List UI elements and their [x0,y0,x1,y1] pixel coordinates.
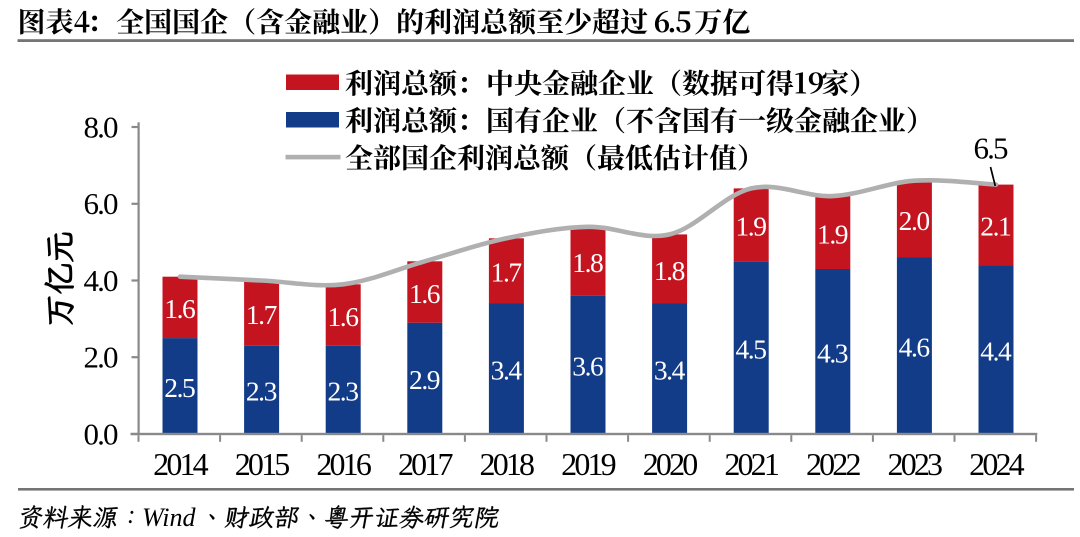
svg-text:2.0: 2.0 [899,205,931,236]
svg-text:2014: 2014 [153,446,209,482]
svg-text:3.4: 3.4 [654,355,686,386]
svg-text:1.7: 1.7 [246,299,278,330]
svg-text:2.0: 2.0 [84,340,119,375]
svg-text:2021: 2021 [724,446,780,482]
svg-text:2023: 2023 [888,446,944,482]
svg-text:2020: 2020 [643,446,699,482]
svg-text:4.5: 4.5 [735,334,767,365]
svg-text:6.5: 6.5 [974,131,1009,166]
svg-text:1.9: 1.9 [735,211,767,242]
svg-text:6.0: 6.0 [84,186,119,221]
svg-text:3.4: 3.4 [491,355,523,386]
svg-text:3.6: 3.6 [572,351,604,382]
svg-text:1.6: 1.6 [164,293,196,324]
svg-text:4.4: 4.4 [980,335,1012,366]
svg-text:2.3: 2.3 [246,376,278,407]
svg-text:2019: 2019 [561,446,617,482]
svg-text:4.6: 4.6 [899,332,931,363]
svg-text:1.7: 1.7 [491,257,523,288]
svg-text:1.6: 1.6 [409,278,441,309]
svg-text:2.1: 2.1 [980,211,1012,242]
svg-text:8.0: 8.0 [84,109,119,144]
svg-text:1.8: 1.8 [654,255,686,286]
svg-text:4.0: 4.0 [84,263,119,298]
svg-text:2015: 2015 [235,446,291,482]
svg-text:2.9: 2.9 [409,364,441,395]
svg-text:1.8: 1.8 [572,247,604,278]
svg-text:2024: 2024 [969,446,1025,482]
svg-text:4.3: 4.3 [817,337,849,368]
svg-text:Wind: Wind [142,503,196,532]
svg-text:2.5: 2.5 [164,372,196,403]
svg-text:2016: 2016 [316,446,372,482]
svg-text:2.3: 2.3 [327,376,359,407]
svg-text:0.0: 0.0 [84,416,119,451]
svg-text:2017: 2017 [398,446,454,482]
svg-text:2022: 2022 [806,446,862,482]
svg-text:1.6: 1.6 [327,301,359,332]
svg-text:1.9: 1.9 [817,218,849,249]
svg-text:2018: 2018 [480,446,536,482]
